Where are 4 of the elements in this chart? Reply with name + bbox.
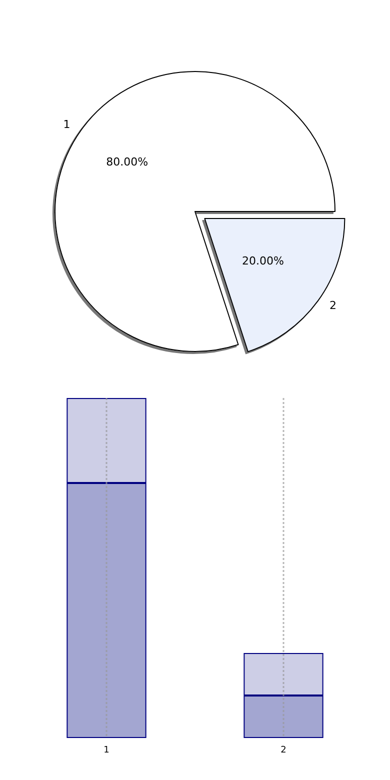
- slice-label: 2: [329, 299, 336, 312]
- slice-label: 1: [63, 118, 70, 132]
- data-label: 20.00%: [242, 254, 284, 268]
- data-label: 80.00%: [106, 156, 148, 169]
